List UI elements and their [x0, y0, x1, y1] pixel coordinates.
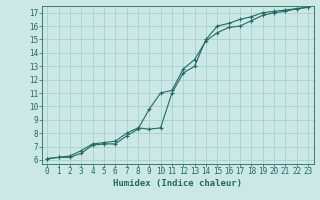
X-axis label: Humidex (Indice chaleur): Humidex (Indice chaleur) [113, 179, 242, 188]
